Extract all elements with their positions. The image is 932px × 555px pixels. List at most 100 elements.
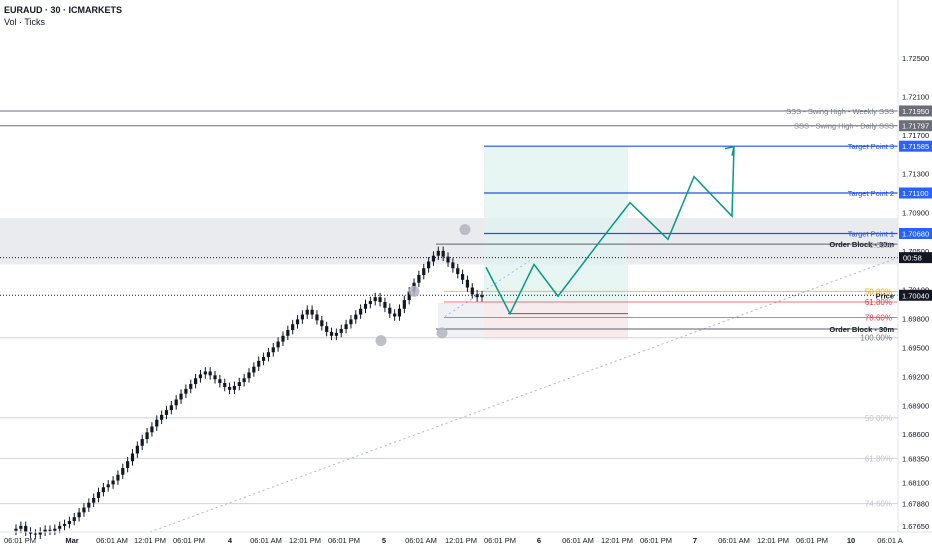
volume-indicator-label[interactable]: Vol · Ticks [4, 17, 46, 27]
candle-body[interactable] [140, 439, 144, 446]
candle-body[interactable] [286, 330, 290, 336]
candle-body[interactable] [101, 487, 105, 493]
candle-body[interactable] [266, 352, 271, 358]
candle-body[interactable] [237, 382, 241, 386]
candle-body[interactable] [218, 379, 222, 384]
candle-body[interactable] [252, 366, 256, 373]
candle-body[interactable] [305, 309, 309, 315]
candle-body[interactable] [82, 507, 86, 513]
candle-body[interactable] [106, 484, 110, 488]
candle-body[interactable] [460, 274, 465, 280]
projection-path[interactable] [485, 146, 735, 316]
candle-body[interactable] [359, 308, 363, 315]
candle-body[interactable] [116, 474, 120, 481]
candle-body[interactable] [344, 324, 348, 330]
candle-body[interactable] [417, 275, 421, 283]
candle-body[interactable] [363, 303, 368, 309]
candle-body[interactable] [339, 329, 343, 333]
long-position-stop-zone[interactable] [484, 303, 628, 340]
candle-body[interactable] [145, 432, 149, 440]
candle-body[interactable] [87, 502, 91, 508]
candle-body[interactable] [203, 371, 207, 375]
candle-body[interactable] [96, 492, 101, 498]
candle-body[interactable] [232, 385, 237, 390]
candle-body[interactable] [441, 250, 445, 257]
candle-body[interactable] [402, 300, 406, 309]
candle-body[interactable] [43, 529, 47, 532]
candle-body[interactable] [349, 319, 353, 325]
candle-body[interactable] [276, 341, 280, 348]
candle-body[interactable] [135, 445, 139, 454]
candle-body[interactable] [334, 332, 338, 336]
candle-body[interactable] [397, 308, 402, 317]
candle-body[interactable] [261, 357, 266, 361]
candle-body[interactable] [310, 309, 314, 315]
candle-body[interactable] [14, 528, 18, 531]
candle-body[interactable] [213, 375, 217, 380]
candle-body[interactable] [431, 255, 436, 262]
candle-body[interactable] [111, 480, 115, 485]
candle-body[interactable] [393, 313, 397, 317]
candle-body[interactable] [422, 268, 426, 275]
candle-body[interactable] [160, 414, 164, 420]
candle-body[interactable] [208, 371, 212, 376]
candle-body[interactable] [451, 262, 455, 269]
swing-point-marker[interactable] [408, 285, 420, 297]
candle-body[interactable] [28, 531, 33, 534]
candle-body[interactable] [77, 512, 81, 518]
candle-body[interactable] [62, 523, 67, 526]
candle-body[interactable] [407, 291, 411, 301]
swing-point-marker[interactable] [459, 224, 471, 236]
price-axis[interactable] [898, 0, 932, 550]
candle-body[interactable] [72, 517, 76, 522]
price-badge[interactable] [899, 120, 932, 132]
candle-body[interactable] [92, 497, 96, 503]
candle-body[interactable] [126, 461, 130, 468]
candle-body[interactable] [242, 378, 246, 383]
candle-body[interactable] [383, 302, 387, 308]
price-badge[interactable] [899, 187, 932, 199]
candle-body[interactable] [19, 525, 23, 529]
candle-body[interactable] [174, 399, 178, 406]
candle-body[interactable] [427, 261, 431, 269]
candle-body[interactable] [48, 529, 52, 531]
candle-body[interactable] [281, 335, 285, 342]
candle-body[interactable] [368, 301, 372, 304]
candle-body[interactable] [470, 287, 474, 295]
candle-body[interactable] [295, 319, 300, 325]
candle-body[interactable] [257, 360, 261, 367]
candle-body[interactable] [58, 525, 62, 529]
swing-point-marker[interactable] [436, 327, 448, 339]
candle-body[interactable] [227, 386, 232, 390]
candle-body[interactable] [247, 372, 251, 379]
candle-body[interactable] [24, 525, 28, 532]
candle-body[interactable] [271, 347, 275, 353]
symbol-title[interactable]: EURAUD · 30 · ICMARKETS [4, 5, 123, 15]
candle-body[interactable] [378, 297, 382, 303]
candle-body[interactable] [436, 250, 440, 256]
price-badge[interactable] [899, 289, 932, 301]
candle-body[interactable] [465, 279, 470, 288]
candle-body[interactable] [329, 331, 334, 336]
candle-body[interactable] [164, 410, 169, 415]
candle-body[interactable] [198, 374, 203, 379]
candle-body[interactable] [223, 383, 227, 387]
price-badge[interactable] [899, 228, 932, 240]
price-badge[interactable] [899, 105, 932, 117]
candle-body[interactable] [169, 405, 173, 411]
candle-body[interactable] [446, 256, 450, 263]
candle-body[interactable] [300, 314, 304, 320]
candle-body[interactable] [179, 393, 183, 400]
swing-point-marker[interactable] [375, 335, 387, 347]
candle-body[interactable] [388, 307, 392, 314]
candle-body[interactable] [320, 320, 324, 327]
candle-body[interactable] [53, 528, 57, 531]
candle-body[interactable] [291, 324, 295, 330]
candle-body[interactable] [354, 314, 358, 320]
candle-body[interactable] [480, 295, 484, 298]
candle-body[interactable] [325, 326, 329, 332]
candle-body[interactable] [150, 426, 154, 433]
candle-body[interactable] [189, 384, 193, 389]
